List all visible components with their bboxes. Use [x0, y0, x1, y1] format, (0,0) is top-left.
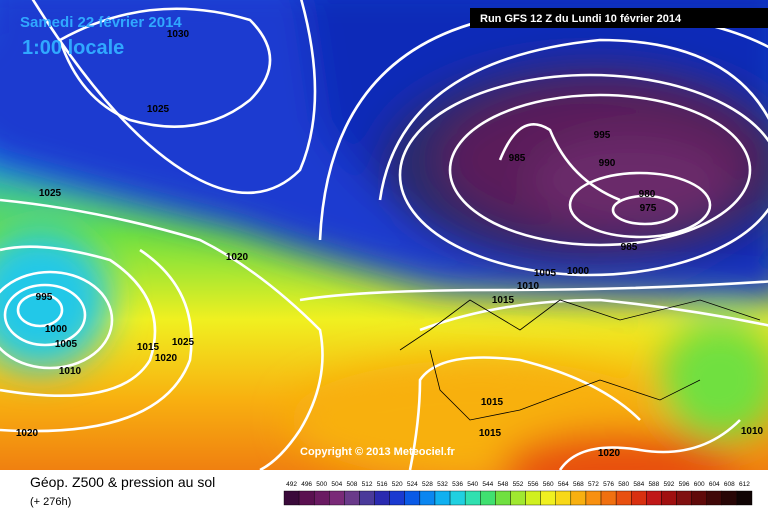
color-swatch	[313, 490, 330, 506]
color-swatch	[721, 490, 738, 506]
isobar-label: 975	[640, 203, 657, 214]
color-swatch	[691, 490, 707, 506]
scale-label: 536	[452, 481, 463, 488]
color-swatch	[555, 490, 572, 506]
time: 1:00 locale	[22, 37, 124, 59]
isobar-label: 995	[36, 292, 53, 303]
color-swatch	[736, 490, 753, 506]
isobar-label: 1025	[172, 337, 195, 348]
isobar-label: 1005	[534, 268, 557, 279]
color-swatch	[646, 490, 662, 506]
isobar-label: 980	[639, 189, 656, 200]
scale-label: 516	[377, 481, 388, 488]
isobar-label: 1000	[45, 324, 68, 335]
copyright: Copyright © 2013 Meteociel.fr	[300, 446, 456, 458]
color-swatch	[600, 490, 617, 506]
color-swatch	[585, 490, 602, 506]
scale-label: 584	[633, 481, 644, 488]
isobar-label: 1010	[59, 366, 82, 377]
scale-label: 568	[573, 481, 584, 488]
date: Samedi 22 février 2014	[20, 14, 182, 31]
isobar-label: 1025	[147, 104, 170, 115]
footer-title: Géop. Z500 & pression au sol	[30, 474, 215, 490]
scale-label: 596	[679, 481, 690, 488]
color-swatch	[283, 490, 300, 506]
color-swatch	[525, 490, 541, 506]
color-swatch	[464, 490, 481, 506]
isobar-label: 1020	[226, 252, 249, 263]
isobar-label: 1000	[567, 266, 590, 277]
scale-label: 572	[588, 481, 599, 488]
isobar-label: 990	[599, 158, 616, 169]
isobar-label: 1020	[155, 353, 178, 364]
color-swatch	[510, 490, 526, 506]
isobar-label: 995	[594, 130, 611, 141]
scale-label: 492	[286, 481, 297, 488]
scale-label: 524	[407, 481, 418, 488]
scale-label: 560	[543, 481, 554, 488]
color-swatch	[374, 490, 390, 506]
scale-label: 540	[467, 481, 478, 488]
footer-lead: (+ 276h)	[30, 496, 71, 508]
color-swatch	[676, 490, 692, 506]
color-swatch	[449, 490, 466, 506]
isobar-label: 1005	[55, 339, 78, 350]
color-swatch	[389, 490, 405, 506]
scale-label: 592	[664, 481, 675, 488]
scale-label: 532	[437, 481, 448, 488]
color-swatch	[344, 490, 360, 506]
scale-label: 496	[301, 481, 312, 488]
isobar-label: 1015	[479, 428, 502, 439]
isobar-label: 1020	[16, 428, 39, 439]
isobar-label: 1015	[137, 342, 160, 353]
isobar-label: 1015	[481, 397, 504, 408]
color-swatch	[615, 490, 632, 506]
color-swatch	[404, 490, 421, 506]
isobar-label: 985	[621, 242, 638, 253]
scale-label: 520	[392, 481, 403, 488]
isobar-label: 1015	[492, 295, 515, 306]
isobar-label: 1020	[598, 448, 621, 459]
color-swatch	[495, 490, 511, 506]
scale-label: 504	[331, 481, 342, 488]
scale-label: 588	[648, 481, 659, 488]
color-swatch	[329, 490, 345, 506]
color-swatch	[540, 490, 556, 506]
scale-label: 508	[347, 481, 358, 488]
color-swatch	[359, 490, 375, 506]
color-swatch	[570, 490, 587, 506]
isobar-label: 1025	[39, 188, 62, 199]
color-swatch	[434, 490, 451, 506]
color-swatch	[661, 490, 677, 506]
scale-label: 600	[694, 481, 705, 488]
scale-label: 604	[709, 481, 720, 488]
color-swatch	[480, 490, 496, 506]
scale-label: 580	[618, 481, 629, 488]
isobar-label: 1010	[741, 426, 764, 437]
scale-label: 612	[739, 481, 750, 488]
isobar-label: 1030	[167, 29, 190, 40]
scale-label: 544	[482, 481, 493, 488]
scale-label: 608	[724, 481, 735, 488]
scale-label: 576	[603, 481, 614, 488]
run-info: Run GFS 12 Z du Lundi 10 février 2014	[480, 13, 682, 25]
isobar-label: 985	[509, 153, 526, 164]
scale-label: 564	[558, 481, 569, 488]
color-swatch	[631, 490, 647, 506]
color-swatch	[298, 490, 315, 506]
scale-label: 556	[528, 481, 539, 488]
scale-label: 512	[362, 481, 373, 488]
color-swatch	[706, 490, 723, 506]
scale-label: 548	[497, 481, 508, 488]
scale-label: 500	[316, 481, 327, 488]
color-swatch	[419, 490, 436, 506]
scale-label: 528	[422, 481, 433, 488]
isobar-label: 1010	[517, 281, 540, 292]
scale-label: 552	[513, 481, 524, 488]
